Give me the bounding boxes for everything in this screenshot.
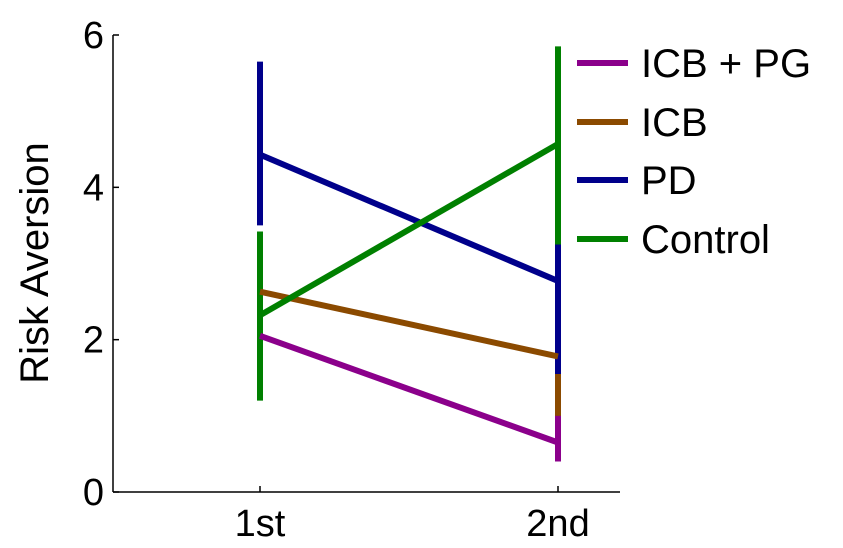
legend-label: Control [641,218,770,262]
legend: ICB + PG ICB PD Control [577,42,811,262]
series-line [258,333,560,446]
y-ticks: 0 2 4 6 [83,15,119,514]
axes [112,35,620,493]
legend-label: PD [641,159,697,203]
series-group [257,46,561,462]
y-tick-label: 2 [83,320,104,362]
series-line [259,288,559,360]
series-line-icb [259,288,559,360]
series-line-pd [258,151,560,284]
y-tick-label: 6 [83,15,104,57]
series-line-icb-pg [258,333,560,446]
x-tick-label: 1st [235,503,286,545]
series-line-control [258,141,560,318]
series-pd [257,61,561,374]
x-tick-label: 2nd [526,503,589,545]
x-ticks: 1st 2nd [235,486,590,545]
legend-label: ICB + PG [641,42,811,86]
y-tick-label: 0 [83,472,104,514]
legend-label: ICB [641,101,708,145]
y-tick-label: 4 [83,167,104,209]
series-line [258,151,560,284]
series-icb-pg [555,412,561,462]
series-line [258,141,560,318]
y-axis-label: Risk Aversion [13,142,57,384]
